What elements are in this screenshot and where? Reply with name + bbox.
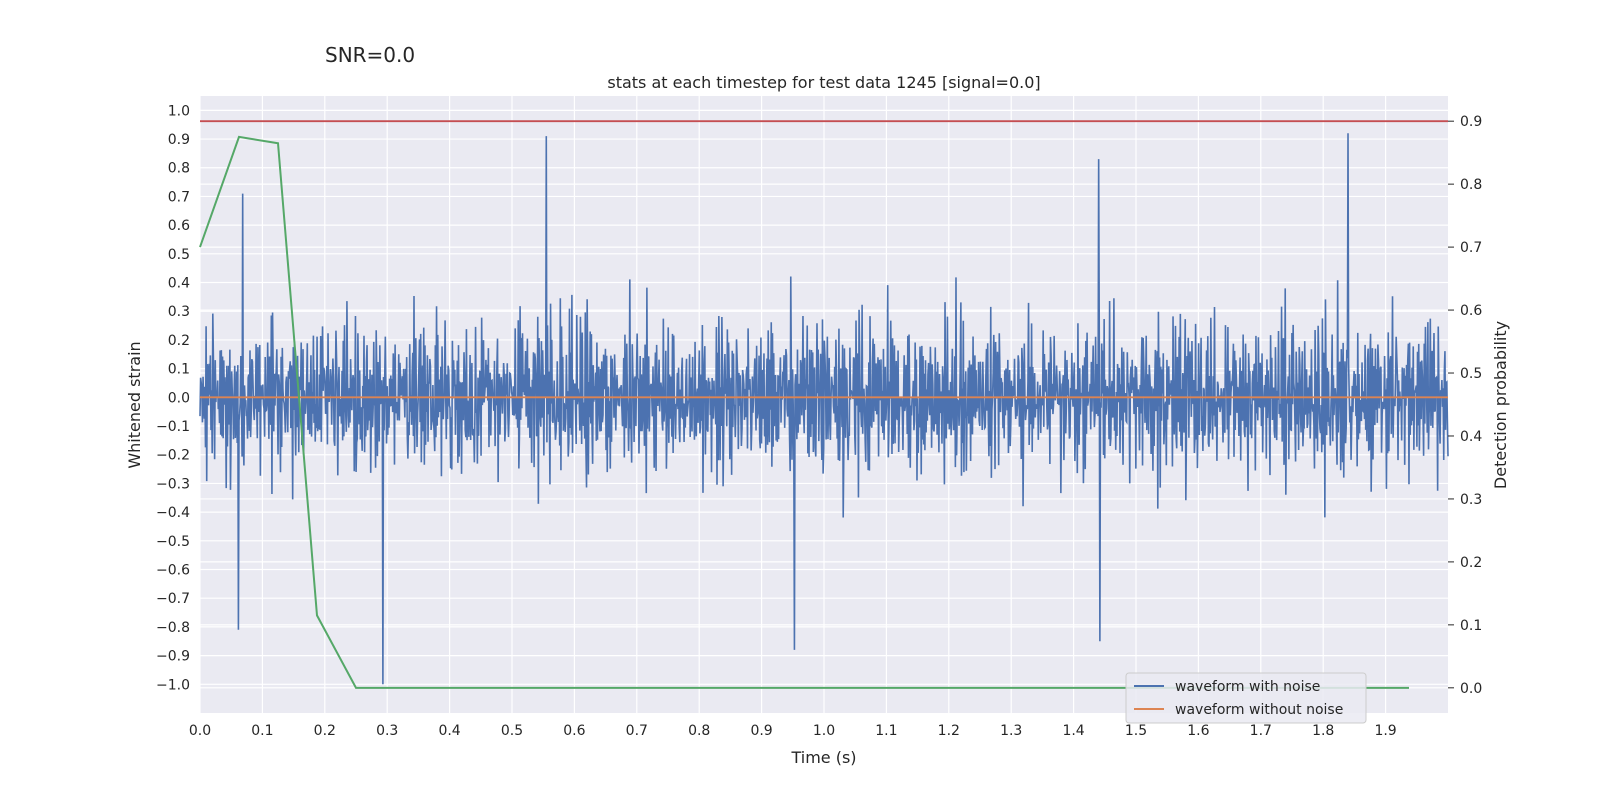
legend: waveform with noise waveform without noi… bbox=[1125, 672, 1367, 724]
y-tick-label: −0.5 bbox=[156, 534, 190, 550]
x-tick-label: 1.2 bbox=[938, 723, 960, 739]
x-axis-label: Time (s) bbox=[790, 748, 856, 767]
legend-box bbox=[1125, 672, 1367, 724]
x-tick-label: 0.2 bbox=[314, 723, 336, 739]
x-tick-label: 1.3 bbox=[1000, 723, 1022, 739]
y-tick-label: −0.4 bbox=[156, 505, 190, 521]
x-tick-label: 0.1 bbox=[251, 723, 273, 739]
x-tick-label: 0.8 bbox=[688, 723, 710, 739]
y-tick-label: 0.0 bbox=[168, 390, 190, 406]
y-tick-label: −0.8 bbox=[156, 620, 190, 636]
x-tick-label: 1.9 bbox=[1374, 723, 1396, 739]
suptitle: SNR=0.0 bbox=[325, 43, 415, 67]
y-tick-label: 0.6 bbox=[168, 218, 190, 234]
y2-tick-label: 0.0 bbox=[1460, 681, 1482, 697]
y-tick-label: −0.7 bbox=[156, 591, 190, 607]
x-tick-label: 0.3 bbox=[376, 723, 398, 739]
y-tick-label: −0.3 bbox=[156, 476, 190, 492]
x-tick-label: 1.1 bbox=[875, 723, 897, 739]
y2-tick-label: 0.9 bbox=[1460, 114, 1482, 130]
y2-tick-label: 0.4 bbox=[1460, 429, 1482, 445]
y-tick-label: 0.1 bbox=[168, 362, 190, 378]
x-tick-label: 1.6 bbox=[1187, 723, 1209, 739]
y-tick-label: −0.9 bbox=[156, 649, 190, 665]
y-tick-label: 1.0 bbox=[168, 103, 190, 119]
x-tick-label: 0.9 bbox=[750, 723, 772, 739]
y-tick-label: 0.5 bbox=[168, 247, 190, 263]
y-tick-label: 0.9 bbox=[168, 132, 190, 148]
x-tick-label: 1.8 bbox=[1312, 723, 1334, 739]
x-tick-label: 1.4 bbox=[1062, 723, 1084, 739]
y-tick-label: −1.0 bbox=[156, 677, 190, 693]
x-tick-label: 0.4 bbox=[438, 723, 460, 739]
y-tick-label: 0.4 bbox=[168, 276, 190, 292]
y-tick-label: 0.2 bbox=[168, 333, 190, 349]
ticks: 0.0 0.1 0.2 0.3 0.4 0.5 0.6 0.7 0.8 0.9 1.0 1.1 1.2 1… bbox=[156, 103, 1482, 739]
x-tick-label: 0.7 bbox=[626, 723, 648, 739]
y2-tick-label: 0.6 bbox=[1460, 303, 1482, 319]
y-tick-label: −0.6 bbox=[156, 563, 190, 579]
x-tick-label: 0.5 bbox=[501, 723, 523, 739]
series-waveform-with-noise bbox=[199, 133, 1449, 685]
x-tick-label: 1.0 bbox=[813, 723, 835, 739]
y2-tick-label: 0.8 bbox=[1460, 177, 1482, 193]
x-tick-label: 1.7 bbox=[1250, 723, 1272, 739]
y2-tick-label: 0.2 bbox=[1460, 555, 1482, 571]
x-tick-label: 0.0 bbox=[189, 723, 211, 739]
y-tick-label: 0.3 bbox=[168, 304, 190, 320]
y2-tick-label: 0.5 bbox=[1460, 366, 1482, 382]
y-tick-label: 0.7 bbox=[168, 189, 190, 205]
y-tick-label: −0.1 bbox=[156, 419, 190, 435]
y-axis-label: Whitened strain bbox=[125, 341, 144, 468]
chart-title: stats at each timestep for test data 124… bbox=[607, 73, 1040, 92]
legend-label-clean: waveform without noise bbox=[1175, 702, 1343, 718]
y2-tick-label: 0.1 bbox=[1460, 618, 1482, 634]
x-tick-label: 1.5 bbox=[1125, 723, 1147, 739]
x-tick-label: 0.6 bbox=[563, 723, 585, 739]
y-tick-label: −0.2 bbox=[156, 448, 190, 464]
y-tick-label: 0.8 bbox=[168, 161, 190, 177]
y2-tick-label: 0.3 bbox=[1460, 492, 1482, 508]
y2-tick-label: 0.7 bbox=[1460, 240, 1482, 256]
legend-label-noisy: waveform with noise bbox=[1175, 679, 1320, 695]
y2-axis-label: Detection probability bbox=[1491, 321, 1510, 489]
